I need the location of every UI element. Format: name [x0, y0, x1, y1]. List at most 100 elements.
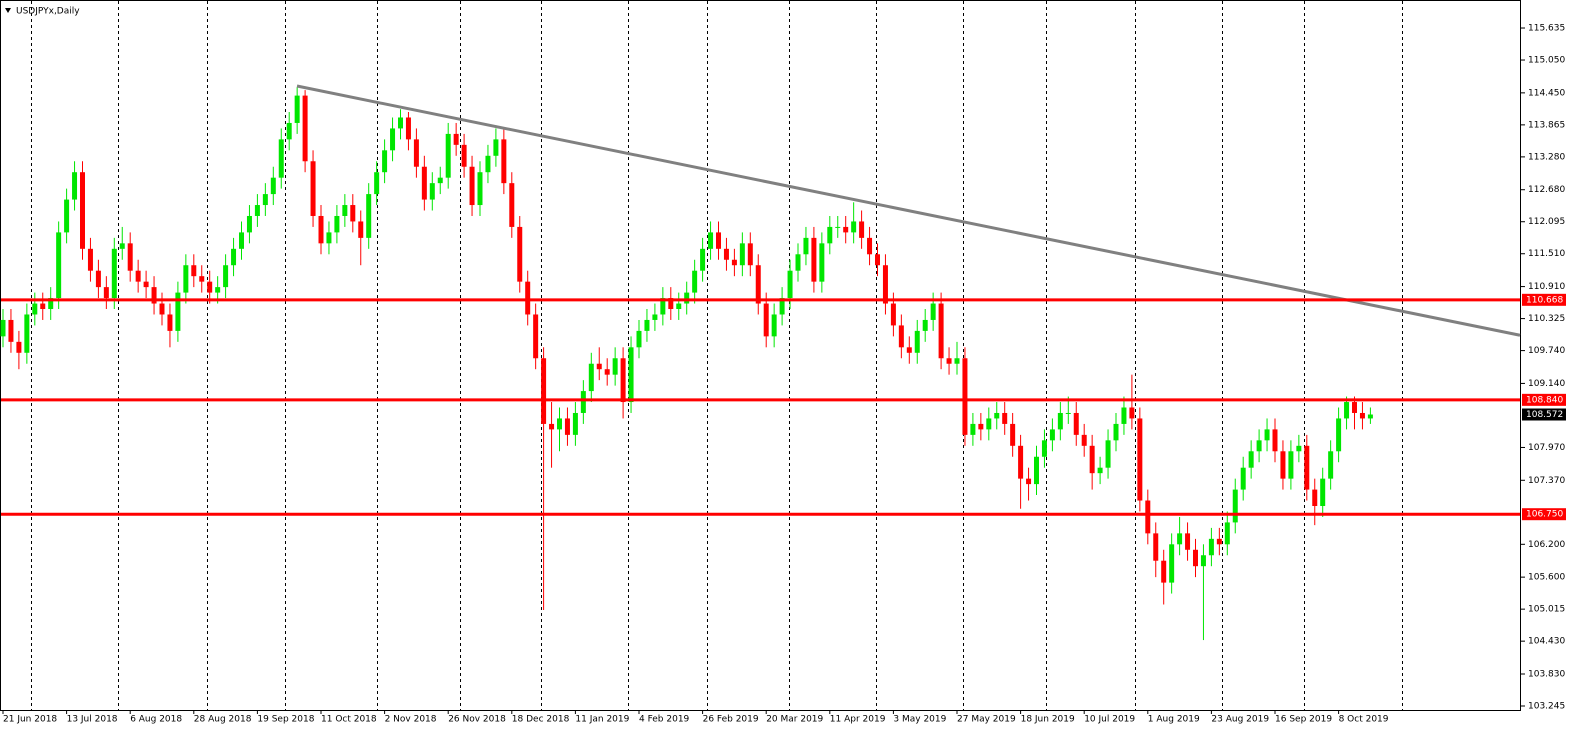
y-tick-label: 107.370: [1528, 476, 1565, 486]
candle-body: [517, 226, 523, 282]
candle-body: [716, 232, 721, 249]
y-tick-label: 103.245: [1528, 702, 1565, 712]
candle-body: [1137, 418, 1143, 501]
candle-body: [580, 391, 586, 413]
candle-body: [946, 358, 952, 364]
candle-body: [1280, 451, 1286, 479]
candle-body: [779, 298, 785, 315]
candle-body: [652, 314, 658, 320]
y-tick-label: 115.635: [1528, 24, 1565, 34]
x-tick-label: 6 Aug 2018: [130, 715, 182, 725]
candle-body: [469, 166, 475, 206]
candle-body: [612, 358, 618, 375]
candle-body: [787, 270, 793, 299]
trendline: [296, 84, 1521, 337]
candle-body: [572, 412, 578, 435]
candle-body: [32, 303, 38, 315]
candle-body: [1240, 467, 1246, 490]
candle-body: [429, 183, 435, 200]
level-tag: [1522, 508, 1566, 521]
candle-body: [1224, 522, 1230, 545]
candle-body: [668, 298, 674, 310]
level-tag-label: 108.840: [1526, 395, 1563, 405]
candle-body: [1113, 423, 1119, 441]
candle-body: [310, 161, 316, 216]
level-tag-label: 106.750: [1526, 510, 1563, 520]
x-tick-label: 13 Jul 2018: [67, 715, 118, 725]
candle-body: [421, 166, 427, 200]
candle-body: [1097, 467, 1103, 474]
candle-body: [24, 314, 30, 353]
candle-body: [684, 292, 690, 304]
candle-body: [119, 243, 125, 249]
y-tick-label: 110.325: [1528, 314, 1565, 324]
candle-body: [342, 205, 348, 216]
x-tick-label: 27 May 2019: [957, 715, 1016, 725]
candle-body: [1057, 412, 1063, 430]
plot-frame: [0, 0, 1521, 711]
candle-body: [747, 243, 753, 266]
x-tick-label: 18 Jun 2019: [1021, 715, 1075, 725]
candle-body: [882, 265, 888, 304]
candle-body: [938, 303, 944, 359]
candle-body: [8, 319, 14, 342]
candle-body: [56, 232, 62, 299]
candle-body: [1304, 445, 1310, 490]
candle-body: [461, 144, 467, 167]
candle-body: [731, 259, 737, 266]
candle-body: [231, 248, 237, 266]
candle-body: [1034, 456, 1039, 485]
candle-body: [843, 226, 849, 233]
candle-body: [0, 319, 6, 337]
x-tick-label: 26 Nov 2018: [448, 715, 506, 725]
candle-body: [215, 287, 221, 293]
candle-body: [48, 298, 54, 310]
candle-body: [875, 254, 880, 266]
candle-body: [970, 423, 976, 435]
candle-body: [1193, 549, 1198, 567]
x-tick-label: 3 May 2019: [893, 715, 946, 725]
candle-body: [660, 298, 666, 315]
y-tick-label: 114.450: [1528, 88, 1565, 98]
candle-body: [159, 303, 165, 315]
candle-body: [278, 139, 284, 178]
x-tick-label: 11 Oct 2018: [321, 715, 377, 725]
candle-body: [1200, 555, 1206, 567]
candle-body: [739, 243, 745, 266]
candle-body: [1208, 538, 1214, 556]
x-tick-label: 11 Jan 2019: [575, 715, 629, 725]
candle-body: [111, 248, 117, 299]
candle-body: [286, 122, 292, 140]
candle-body: [986, 418, 992, 430]
candle-body: [199, 276, 205, 282]
candle-body: [795, 254, 801, 271]
candle-body: [763, 303, 769, 337]
y-tick-label: 105.600: [1528, 573, 1565, 583]
candle-body: [151, 287, 157, 304]
candle-body: [620, 358, 626, 403]
candle-body: [859, 221, 865, 238]
candle-body: [1018, 445, 1024, 479]
candle-body: [922, 319, 928, 331]
candle-body: [954, 358, 960, 364]
candle-body: [87, 248, 93, 271]
candle-body: [930, 303, 936, 320]
candle-body: [1328, 451, 1334, 479]
candle-body: [1272, 429, 1278, 452]
candle-body: [398, 117, 403, 129]
candle-body: [1296, 445, 1302, 452]
candle-body: [588, 363, 594, 392]
candle-body: [541, 358, 547, 424]
candle-body: [803, 237, 809, 255]
chart-title: USDJPYx,Daily: [16, 7, 80, 17]
candle-body: [811, 237, 817, 282]
candle-body: [1121, 407, 1127, 424]
candle-body: [890, 303, 896, 326]
vertical-grid: [31, 1, 1403, 710]
candle-body: [1169, 544, 1175, 583]
x-tick-label: 18 Dec 2018: [512, 715, 570, 725]
candle-body: [477, 172, 483, 206]
candle-body: [819, 243, 825, 282]
candle-body: [708, 232, 714, 249]
candle-body: [493, 139, 499, 156]
